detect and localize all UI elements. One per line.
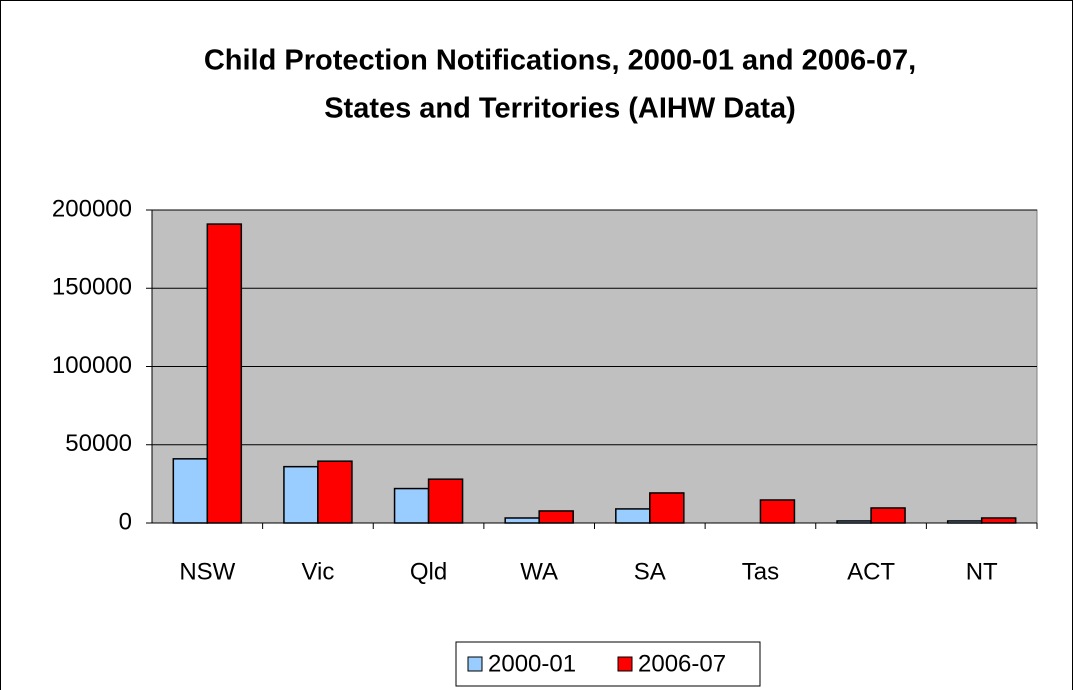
bar (427, 478, 464, 524)
y-tick-label: 150000 (52, 274, 132, 301)
chart-title: Child Protection Notifications, 2000-01 … (204, 45, 916, 77)
x-tick-label: Tas (742, 558, 779, 585)
legend-label: 2006-07 (638, 650, 726, 677)
y-tick-label: 200000 (52, 195, 132, 222)
bar (172, 458, 209, 524)
bar (946, 520, 983, 524)
bar (615, 508, 651, 524)
chart-title: States and Territories (AIHW Data) (324, 93, 796, 125)
x-tick-label: Qld (410, 558, 447, 585)
legend-label: 2000-01 (488, 650, 576, 677)
bar (836, 520, 872, 524)
x-tick-label: ACT (847, 558, 895, 585)
legend-swatch (467, 656, 483, 672)
bar (980, 517, 1017, 524)
bar (283, 465, 319, 524)
x-tick-label: NSW (179, 558, 235, 585)
bar (317, 460, 353, 524)
bar (649, 492, 685, 524)
bar (393, 487, 430, 524)
x-tick-label: WA (520, 558, 558, 585)
x-tick-label: NT (966, 558, 998, 585)
y-tick-label: 50000 (65, 430, 132, 457)
legend-swatch (617, 656, 633, 672)
legend-box (455, 641, 761, 687)
bar (870, 507, 906, 524)
bar (504, 517, 540, 524)
x-tick-label: SA (634, 558, 666, 585)
bar (759, 499, 796, 524)
bar (206, 223, 243, 524)
y-tick-label: 100000 (52, 352, 132, 379)
x-tick-label: Vic (301, 558, 334, 585)
bar (538, 510, 574, 524)
y-tick-label: 0 (119, 508, 132, 535)
